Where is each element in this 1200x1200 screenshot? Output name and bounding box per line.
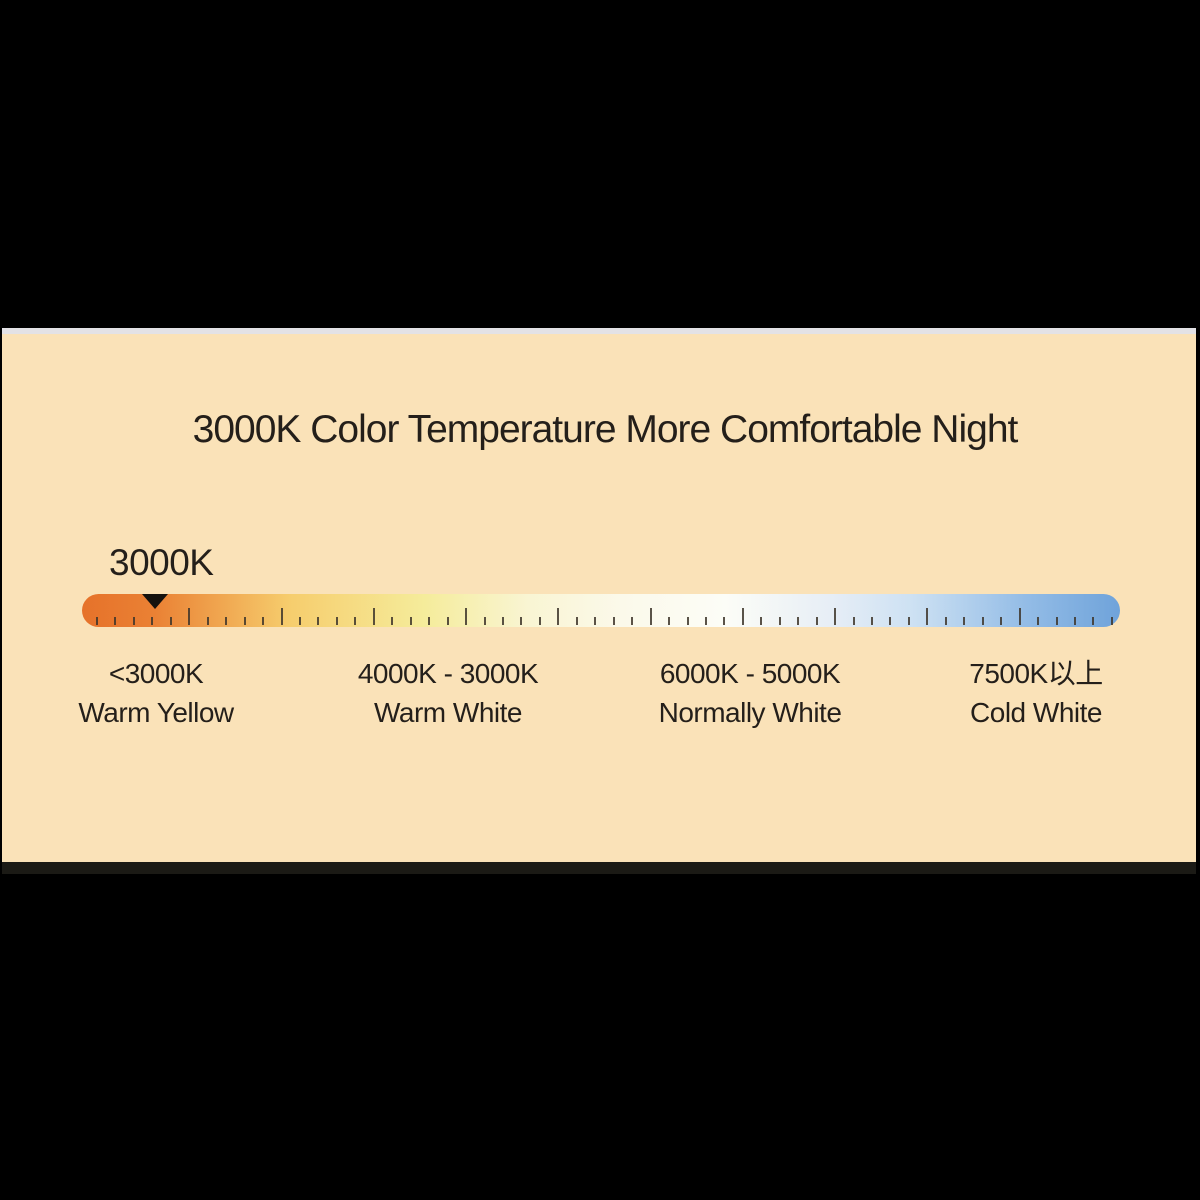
range-kelvin-label: 4000K - 3000K (357, 658, 539, 689)
scale-tick (298, 617, 301, 625)
page-title: 3000K Color Temperature More Comfortable… (192, 408, 1019, 451)
scale-tick (188, 608, 191, 625)
scale-tick (335, 617, 338, 625)
scale-tick (243, 617, 246, 625)
scale-tick (1092, 617, 1095, 625)
range-item-warm-yellow: <3000K Warm Yellow (78, 656, 234, 730)
scale-tick (723, 617, 726, 625)
scale-tick (132, 617, 135, 625)
scale-tick (594, 617, 597, 625)
scale-tick (871, 617, 874, 625)
scale-tick (778, 617, 781, 625)
range-item-normally-white: 6000K - 5000K Normally White (659, 656, 842, 730)
range-kelvin-label: 7500K以上 (969, 658, 1103, 689)
scale-tick (1110, 617, 1113, 625)
scale-tick (1000, 617, 1003, 625)
scale-tick (926, 608, 929, 625)
scale-tick (465, 608, 468, 625)
scale-tick (907, 617, 910, 625)
scale-tick (631, 617, 634, 625)
scale-tick (889, 617, 892, 625)
scale-tick (963, 617, 966, 625)
scale-tick (96, 617, 98, 625)
scale-tick (760, 617, 763, 625)
scale-tick (280, 608, 283, 625)
scale-tick (446, 617, 449, 625)
scale-tick (428, 617, 431, 625)
scale-tick (1037, 617, 1040, 625)
scale-tick (114, 617, 117, 625)
range-name-label: Warm White (374, 697, 522, 728)
scale-tick (262, 617, 265, 625)
range-item-cold-white: 7500K以上 Cold White (969, 656, 1103, 730)
range-kelvin-label: <3000K (108, 658, 204, 689)
scale-tick (501, 617, 504, 625)
scale-tick (409, 617, 412, 625)
scale-tick (612, 617, 615, 625)
scale-tick (741, 608, 744, 625)
range-kelvin-label: 6000K - 5000K (659, 658, 841, 689)
scale-tick (1018, 608, 1021, 625)
pointer-triangle-icon (142, 594, 168, 609)
scale-tick (1055, 617, 1058, 625)
scale-tick (354, 617, 357, 625)
scale-tick (372, 608, 375, 625)
scale-tick (668, 617, 671, 625)
scale-tick (686, 617, 689, 625)
infographic-panel: 3000K Color Temperature More Comfortable… (2, 334, 1196, 862)
range-name-label: Normally White (658, 697, 842, 728)
scale-tick (981, 617, 984, 625)
scale-tick (151, 617, 154, 625)
temperature-scale-bar (82, 594, 1120, 627)
scale-tick (649, 608, 652, 625)
range-name-label: Cold White (970, 697, 1102, 728)
range-item-warm-white: 4000K - 3000K Warm White (357, 656, 539, 730)
scale-tick (206, 617, 209, 625)
range-name-label: Warm Yellow (78, 697, 234, 728)
scale-tick (852, 617, 855, 625)
temperature-range-labels: <3000K Warm Yellow 4000K - 3000K Warm Wh… (2, 656, 1196, 766)
current-temperature-value: 3000K (109, 542, 214, 583)
scale-tick (575, 617, 578, 625)
scale-tick (391, 617, 394, 625)
scale-tick (317, 617, 320, 625)
scale-tick (225, 617, 228, 625)
temperature-scale-ticks (96, 607, 1113, 625)
top-light-strip (2, 328, 1196, 334)
scale-tick (557, 608, 560, 625)
scale-tick (797, 617, 800, 625)
scale-tick (520, 617, 523, 625)
scale-tick (538, 617, 541, 625)
scale-tick (169, 617, 172, 625)
bottom-dark-band (2, 862, 1196, 874)
scale-tick (1074, 617, 1077, 625)
scale-tick (944, 617, 947, 625)
scale-tick (834, 608, 837, 625)
scale-tick (704, 617, 707, 625)
scale-tick (483, 617, 486, 625)
scale-tick (815, 617, 818, 625)
